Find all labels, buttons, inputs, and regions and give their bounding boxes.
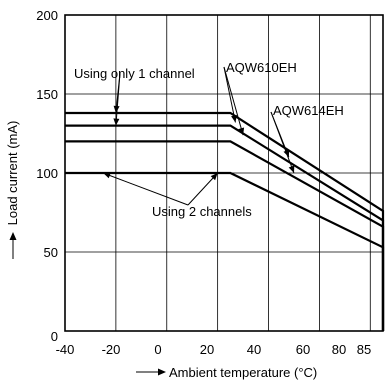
- series-line: [65, 111, 385, 331]
- annotation-label: AQW614EH: [273, 103, 344, 118]
- y-tick-label: 200: [36, 8, 58, 23]
- annotation-leader: [223, 66, 236, 123]
- series-line: [65, 171, 385, 331]
- leader-arrowhead-icon: [113, 118, 120, 126]
- grid: [65, 15, 383, 331]
- leader-arrowhead-icon: [238, 127, 245, 136]
- annotation-labels: Using only 1 channel AQW610EH AQW614EH U…: [74, 60, 344, 219]
- x-axis-tick-labels: -40 -20 0 20 40 60 80 85: [56, 342, 372, 357]
- x-tick-label: 85: [357, 342, 371, 357]
- leader-arrowhead-icon: [103, 172, 111, 179]
- leader-arrowhead-icon: [210, 173, 218, 181]
- series-line: [65, 140, 385, 331]
- y-axis-label: Load current (mA): [5, 121, 20, 226]
- annotation-leader: [270, 111, 295, 174]
- x-tick-label: 80: [332, 342, 346, 357]
- leader-arrowhead-icon: [113, 105, 120, 113]
- x-tick-label: 0: [154, 342, 161, 357]
- annotation-label: Using only 1 channel: [74, 66, 195, 81]
- annotation-leader: [223, 66, 244, 136]
- leader-arrowhead-icon: [288, 165, 295, 173]
- y-tick-label: 50: [44, 245, 58, 260]
- annotation-leader: [115, 72, 121, 126]
- annotation-leader: [102, 172, 189, 206]
- y-axis-arrowhead-icon: [9, 232, 17, 240]
- y-tick-label: 150: [36, 87, 58, 102]
- leader-arrowhead-icon: [231, 115, 237, 123]
- x-axis-title: Ambient temperature (°C): [136, 365, 317, 380]
- x-tick-label: 20: [200, 342, 214, 357]
- x-tick-label: -20: [102, 342, 121, 357]
- y-tick-label: 0: [51, 329, 58, 344]
- x-axis-arrowhead-icon: [158, 368, 166, 376]
- y-tick-label: 100: [36, 166, 58, 181]
- annotation-leaders: [102, 66, 295, 206]
- x-tick-label: 40: [247, 342, 261, 357]
- annotation-leader: [187, 172, 219, 206]
- x-axis-label: Ambient temperature (°C): [169, 365, 317, 380]
- x-tick-label: -40: [56, 342, 75, 357]
- annotation-label: Using 2 channels: [152, 204, 252, 219]
- annotation-label: AQW610EH: [226, 60, 297, 75]
- y-axis-title: Load current (mA): [5, 121, 20, 259]
- series-group: [65, 111, 385, 331]
- series-line: [65, 124, 385, 331]
- x-tick-label: 60: [296, 342, 310, 357]
- y-axis-tick-labels: 200 150 100 50 0: [36, 8, 58, 344]
